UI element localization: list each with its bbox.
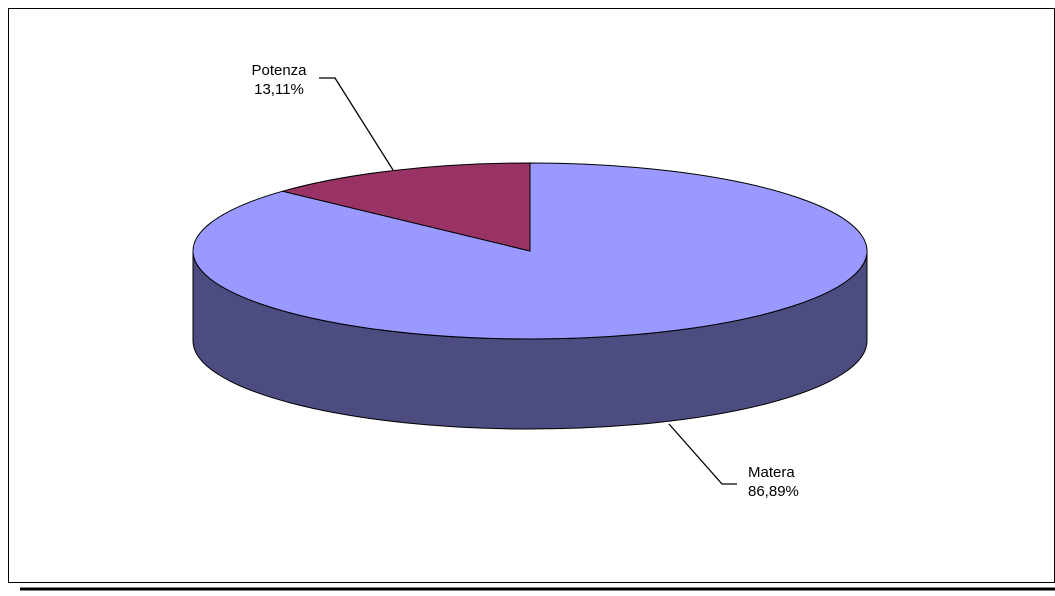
leader-line-matera [668, 423, 737, 485]
slice-value-potenza: 13,11% [254, 81, 304, 98]
slice-value-matera: 86,89% [748, 483, 799, 500]
slice-label-matera: Matera [748, 464, 795, 481]
pie-slice-potenza [280, 162, 531, 252]
slice-label-potenza: Potenza [251, 62, 307, 79]
leader-line-potenza [319, 77, 394, 171]
